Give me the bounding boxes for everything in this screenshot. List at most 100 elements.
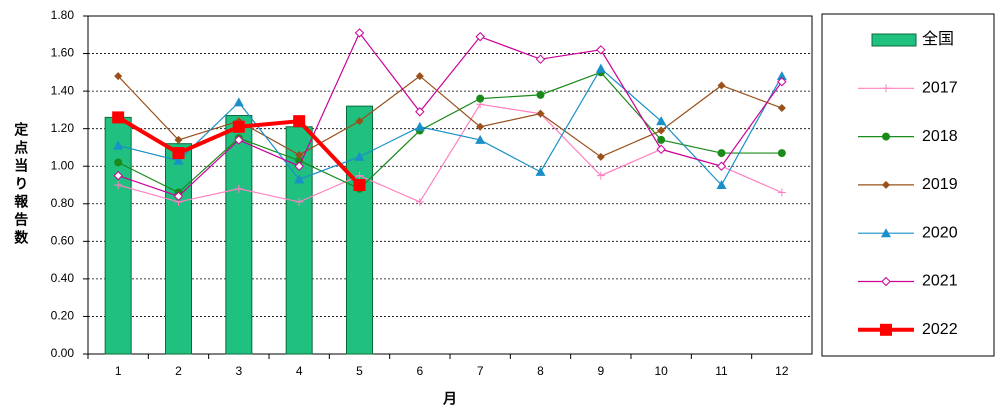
y-tick-label: 1.20: [51, 121, 75, 135]
point: [596, 45, 606, 55]
series-line: [117, 31, 783, 197]
point: [294, 161, 304, 171]
point: [475, 134, 486, 144]
point: [353, 179, 366, 191]
point: [354, 151, 365, 161]
point: [595, 63, 606, 73]
point: [717, 81, 726, 90]
point: [174, 135, 183, 144]
x-tick-label: 10: [654, 364, 668, 378]
point: [476, 122, 485, 131]
legend-label: 2021: [922, 273, 958, 290]
bar: [346, 105, 373, 355]
point: [535, 54, 546, 64]
legend-marker: [882, 84, 890, 93]
point: [354, 28, 365, 38]
y-tick-label: 0.00: [51, 346, 75, 360]
point: [234, 184, 243, 193]
point: [355, 117, 364, 126]
series-line: [117, 75, 783, 158]
x-tick-label: 8: [537, 364, 544, 378]
point: [476, 94, 485, 103]
x-tick-label: 11: [715, 364, 728, 378]
legend-label: 2019: [922, 176, 958, 193]
x-tick-label: 3: [235, 364, 242, 378]
legend-swatch: [871, 33, 917, 47]
legend-label: 2020: [922, 224, 958, 241]
point: [295, 197, 304, 206]
point: [776, 71, 787, 81]
legend-box: [821, 13, 995, 357]
point: [355, 171, 364, 180]
x-tick-label: 6: [416, 364, 423, 378]
series-line: [117, 71, 782, 194]
x-tick-label: 4: [296, 364, 303, 378]
point: [656, 116, 667, 126]
x-axis-label: 月: [442, 391, 457, 407]
y-tick-label: 0.80: [51, 196, 75, 210]
legend-marker: [882, 132, 890, 141]
point: [596, 171, 605, 180]
legend-marker: [881, 276, 891, 287]
bar: [104, 116, 132, 355]
legend-marker: [880, 323, 892, 336]
legend-label: 2022: [922, 321, 958, 338]
y-tick-label: 0.40: [51, 271, 75, 285]
point: [173, 155, 184, 165]
point: [234, 135, 244, 145]
y-tick-label: 0.60: [51, 234, 75, 248]
x-tick-label: 1: [115, 364, 122, 378]
point: [114, 181, 123, 189]
y-tick-label: 1.60: [51, 46, 75, 60]
point: [777, 149, 786, 158]
legend-marker: [881, 228, 891, 238]
point: [112, 111, 125, 124]
point: [113, 170, 123, 181]
legend-marker: [882, 180, 890, 189]
plot-area: [87, 15, 813, 355]
x-tick-label: 12: [775, 364, 789, 378]
y-tick-label: 1.00: [51, 158, 75, 172]
y-tick-label: 1.40: [51, 83, 75, 97]
point: [536, 109, 545, 118]
series-line: [118, 103, 783, 203]
legend-label: 2018: [922, 128, 958, 145]
point: [415, 197, 424, 206]
point: [414, 121, 425, 131]
point: [233, 97, 244, 107]
legend-label: 全国: [922, 30, 954, 48]
x-tick-label: 2: [175, 364, 182, 378]
x-tick-label: 5: [356, 364, 363, 378]
x-tick-label: 7: [477, 364, 484, 378]
bar: [165, 143, 192, 355]
point: [295, 150, 304, 159]
point: [536, 90, 545, 99]
point: [716, 161, 727, 171]
point: [777, 188, 786, 197]
y-axis-label: 定点当り報告数: [13, 121, 29, 248]
point: [114, 158, 123, 167]
point: [475, 31, 485, 42]
point: [777, 104, 786, 113]
point: [114, 72, 123, 81]
point: [716, 180, 727, 189]
y-tick-label: 1.80: [51, 8, 75, 22]
point: [777, 77, 787, 87]
point: [232, 120, 245, 133]
x-tick-label: 9: [597, 364, 604, 378]
point: [717, 149, 726, 158]
point: [113, 140, 124, 150]
point: [293, 115, 306, 128]
point: [657, 135, 666, 144]
point: [294, 174, 305, 184]
point: [173, 191, 184, 201]
point: [596, 152, 605, 161]
point: [415, 72, 424, 81]
point: [172, 147, 185, 160]
legend-label: 2017: [922, 80, 958, 97]
series-line: [118, 67, 783, 187]
y-tick-label: 0.20: [51, 309, 75, 323]
point: [657, 126, 666, 135]
point: [656, 144, 666, 155]
